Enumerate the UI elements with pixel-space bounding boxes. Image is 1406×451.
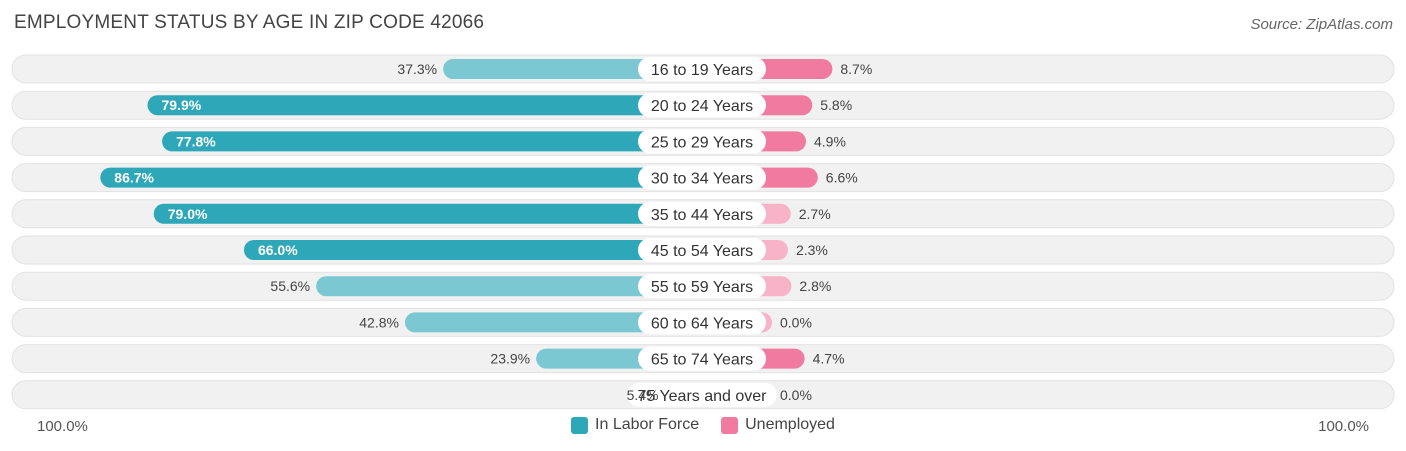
legend-item-labor[interactable]: In Labor Force — [571, 416, 699, 434]
labor-value-label: 79.9% — [161, 97, 201, 113]
category-label: 35 to 44 Years — [651, 207, 753, 224]
labor-value-label: 23.9% — [490, 351, 530, 367]
source-credit: Source: ZipAtlas.com — [1250, 16, 1393, 33]
legend-label-unemployed: Unemployed — [745, 416, 835, 433]
labor-value-label: 66.0% — [258, 242, 298, 258]
employment-chart: 16 to 19 Years 37.3% 8.7% 20 to 24 Years 79.… — [11, 54, 1395, 410]
axis-right-label: 100.0% — [1318, 418, 1369, 435]
labor-value-label: 79.0% — [168, 206, 208, 222]
labor-value-label: 86.7% — [114, 170, 154, 186]
unemployed-value-label: 6.6% — [826, 170, 858, 186]
legend-swatch-labor — [571, 416, 589, 434]
category-pill — [638, 310, 766, 335]
legend: In Labor Force Unemployed — [0, 416, 1406, 434]
unemployed-value-label: 2.3% — [796, 242, 828, 258]
category-label: 55 to 59 Years — [651, 279, 753, 296]
category-label: 45 to 54 Years — [651, 243, 753, 260]
category-pill — [638, 57, 766, 81]
labor-bar — [162, 131, 722, 152]
legend-swatch-unemployed — [721, 416, 739, 434]
unemployed-value-label: 5.8% — [820, 97, 852, 113]
labor-value-label: 37.3% — [397, 61, 437, 77]
unemployed-value-label: 4.7% — [813, 351, 845, 367]
category-pill — [638, 93, 766, 118]
category-pill — [627, 382, 777, 407]
category-label: 30 to 34 Years — [651, 171, 753, 188]
labor-value-label: 42.8% — [359, 314, 399, 330]
unemployed-value-label: 0.0% — [780, 387, 812, 403]
labor-bar — [316, 276, 722, 297]
labor-bar — [153, 203, 723, 224]
unemployed-value-label: 8.7% — [840, 61, 872, 77]
axis-left-label: 100.0% — [37, 418, 88, 435]
legend-item-unemployed[interactable]: Unemployed — [721, 416, 835, 434]
category-label: 60 to 64 Years — [651, 315, 753, 332]
category-label: 75 Years and over — [638, 388, 768, 405]
labor-bar — [147, 95, 722, 116]
unemployed-value-label: 2.7% — [799, 206, 831, 222]
category-pill — [638, 129, 766, 154]
unemployed-value-label: 0.0% — [780, 314, 812, 330]
category-label: 20 to 24 Years — [651, 98, 753, 115]
labor-value-label: 5.4% — [627, 387, 659, 403]
labor-bar — [243, 240, 722, 260]
chart-title: EMPLOYMENT STATUS BY AGE IN ZIP CODE 420… — [14, 12, 485, 33]
category-pill — [638, 165, 766, 190]
category-label: 65 to 74 Years — [651, 352, 753, 369]
category-pill — [638, 201, 766, 226]
category-pill — [638, 346, 766, 371]
category-pill — [638, 274, 766, 299]
unemployed-value-label: 4.9% — [814, 133, 846, 149]
category-label: 25 to 29 Years — [651, 134, 753, 151]
unemployed-value-label: 2.8% — [799, 278, 831, 294]
category-pill — [638, 238, 766, 262]
labor-value-label: 55.6% — [270, 278, 310, 294]
labor-value-label: 77.8% — [176, 133, 216, 149]
category-label: 16 to 19 Years — [651, 62, 753, 79]
labor-bar — [100, 167, 722, 188]
legend-label-labor: In Labor Force — [595, 416, 700, 433]
